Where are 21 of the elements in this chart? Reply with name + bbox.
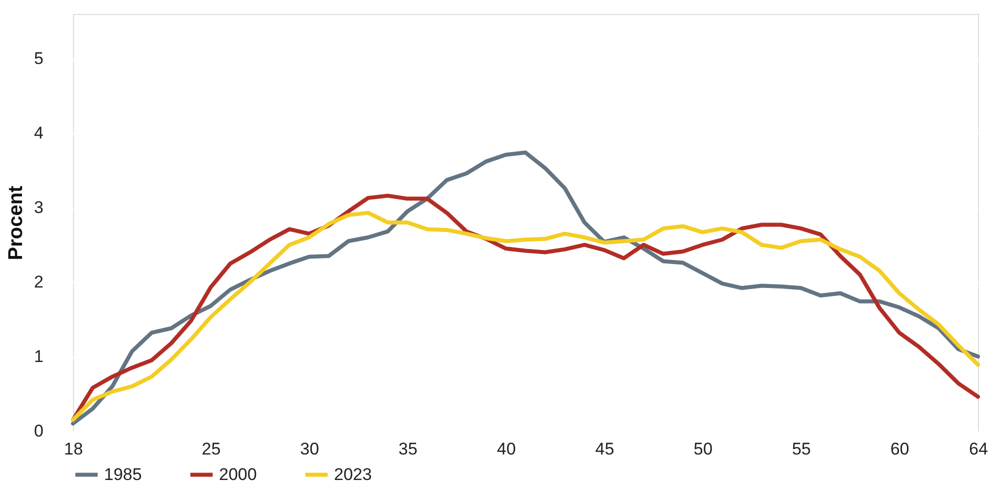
legend-label: 2023 bbox=[334, 464, 372, 484]
x-tick-label: 25 bbox=[202, 440, 221, 458]
y-tick-label: 2 bbox=[34, 272, 44, 292]
x-tick-label: 50 bbox=[694, 440, 713, 458]
x-tick-label: 18 bbox=[64, 440, 83, 458]
y-tick-label: 1 bbox=[34, 347, 44, 366]
x-tick-label: 30 bbox=[300, 440, 320, 458]
x-tick-label: 45 bbox=[595, 440, 614, 458]
x-tick-label: 55 bbox=[792, 440, 811, 458]
y-tick-label: 3 bbox=[34, 198, 44, 218]
line-series bbox=[71, 150, 980, 426]
y-tick-label: 4 bbox=[34, 124, 44, 143]
y-axis-title: Procent bbox=[5, 185, 28, 260]
x-tick-label: 64 bbox=[969, 440, 988, 458]
x-tick-label: 35 bbox=[398, 440, 418, 458]
legend-label: 1985 bbox=[104, 464, 142, 484]
x-tick-label: 40 bbox=[496, 440, 516, 458]
x-tick-label: 60 bbox=[890, 440, 910, 458]
legend-label: 2000 bbox=[219, 464, 257, 484]
y-tick-label: 0 bbox=[34, 422, 44, 440]
y-tick-label: 5 bbox=[34, 49, 44, 68]
